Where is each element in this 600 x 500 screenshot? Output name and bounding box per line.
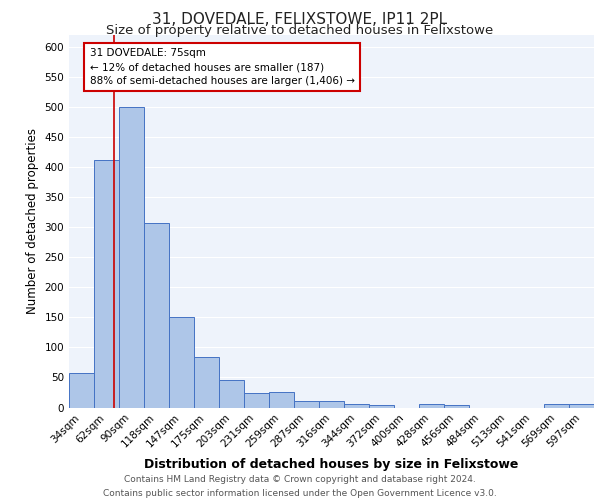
Bar	[219, 380, 244, 407]
Bar	[194, 357, 219, 408]
Bar	[369, 405, 394, 407]
Bar	[144, 223, 169, 408]
Bar	[319, 402, 344, 407]
Y-axis label: Number of detached properties: Number of detached properties	[26, 128, 39, 314]
Bar	[69, 374, 94, 408]
Bar	[244, 393, 269, 407]
Bar	[94, 160, 119, 408]
Bar	[544, 404, 569, 407]
Bar	[444, 405, 469, 407]
Text: 31 DOVEDALE: 75sqm
← 12% of detached houses are smaller (187)
88% of semi-detach: 31 DOVEDALE: 75sqm ← 12% of detached hou…	[89, 48, 355, 86]
Bar	[269, 392, 294, 407]
Bar	[294, 401, 319, 407]
Bar	[419, 404, 444, 407]
Bar	[344, 404, 369, 407]
Text: Size of property relative to detached houses in Felixstowe: Size of property relative to detached ho…	[106, 24, 494, 37]
Text: 31, DOVEDALE, FELIXSTOWE, IP11 2PL: 31, DOVEDALE, FELIXSTOWE, IP11 2PL	[152, 12, 448, 28]
Bar	[569, 404, 594, 407]
Bar	[119, 107, 144, 408]
X-axis label: Distribution of detached houses by size in Felixstowe: Distribution of detached houses by size …	[145, 458, 518, 470]
Text: Contains HM Land Registry data © Crown copyright and database right 2024.
Contai: Contains HM Land Registry data © Crown c…	[103, 476, 497, 498]
Bar	[169, 318, 194, 408]
